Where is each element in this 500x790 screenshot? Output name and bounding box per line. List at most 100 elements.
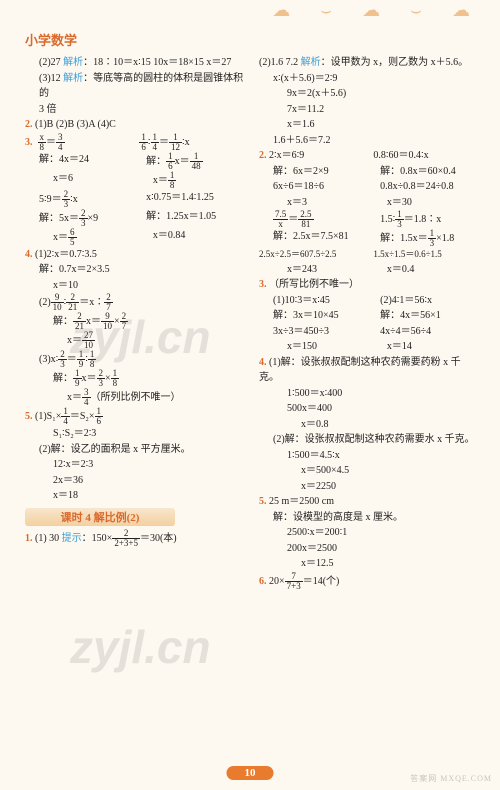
- fraction: 18: [111, 369, 120, 388]
- text: (1)解：设张叔叔配制这种农药需要药粉 x 千克。: [259, 357, 461, 384]
- text: 0.8∶60＝0.4∶x: [373, 148, 479, 164]
- text-line: 500x＝400: [287, 401, 479, 417]
- fraction: 34: [82, 388, 91, 407]
- text-line: x＝500×4.5: [301, 463, 479, 479]
- fraction: 910: [51, 293, 64, 312]
- text: x＝30: [387, 195, 479, 211]
- text: ＝: [288, 214, 298, 225]
- fraction: 18: [88, 350, 97, 369]
- text: x＝: [82, 373, 97, 384]
- text: 1.5x÷1.5＝0.6÷1.5: [373, 248, 479, 262]
- fraction: 65: [68, 228, 77, 247]
- text-line: 解：0.7x＝2×3.5: [39, 262, 245, 278]
- text-line: (2)1.6 7.2 解析：设甲数为 x，则乙数为 x＋5.6。: [259, 55, 479, 71]
- book-header: 小学数学: [25, 30, 480, 49]
- equation-row: 7.5x＝2.581 1.5∶13＝1.8∶x: [273, 210, 479, 229]
- text-line: (2)解：设乙的面积是 x 平方厘米。: [39, 442, 245, 458]
- equation-row: 解：2.5x＝7.5×81 解：1.5x＝13×1.8: [273, 229, 479, 248]
- text-line: (3)x∶23＝19∶18: [39, 350, 245, 369]
- text: ：设甲数为 x，则乙数为 x＋5.6。: [321, 57, 469, 68]
- text: (2)4∶1＝56∶x: [380, 293, 479, 309]
- text-line: x＝2710: [67, 331, 245, 350]
- text-line: 解：设模型的高度是 x 厘米。: [273, 510, 479, 526]
- fraction: 16: [166, 152, 175, 171]
- fraction: 2.581: [298, 210, 313, 229]
- text-line: 9x＝2(x＋5.6): [287, 86, 479, 102]
- text: ：18∶10＝x∶15 10x＝18×15 x＝27: [83, 57, 231, 68]
- text: x＝: [153, 174, 168, 185]
- equation-row: 解：5x＝23×9 解：1.25x＝1.05: [39, 209, 245, 228]
- fraction: 221: [66, 293, 79, 312]
- text-line: 解：221x＝910×27: [53, 312, 245, 331]
- text: (1)B (2)B (3)A (4)C: [35, 119, 116, 130]
- hint-label: 提示: [62, 532, 82, 543]
- text-line: (2)解：设张叔叔配制这种农药需要水 x 千克。: [273, 432, 479, 448]
- text: 4x÷4＝56÷4: [380, 324, 479, 340]
- text-line: (3)12 解析：等底等高的圆柱的体积是圆锥体积的: [39, 71, 245, 102]
- fraction: 23: [58, 350, 67, 369]
- text-line: 3. （所写比例不唯一）: [259, 277, 479, 293]
- text-line: 200x＝2500: [287, 541, 479, 557]
- analysis-label: 解析: [301, 57, 321, 68]
- text: 2.5x÷2.5＝607.5÷2.5: [259, 248, 365, 262]
- text-line: S₁∶S₂＝2∶3: [53, 426, 245, 442]
- text: (3)x∶: [39, 354, 58, 365]
- text: 0.8x÷0.8＝24÷0.8: [380, 179, 479, 195]
- text-line: 7x＝11.2: [287, 102, 479, 118]
- text: x＝: [67, 335, 82, 346]
- text: x＝150: [287, 339, 379, 355]
- text: 解：5x＝: [39, 212, 79, 223]
- text: x＝: [53, 231, 68, 242]
- item-number: 3.: [25, 136, 33, 147]
- equation-row: 解：6x＝2×9解：0.8x＝60×0.4: [273, 164, 479, 180]
- text-line: 1∶500＝4.5∶x: [287, 448, 479, 464]
- fraction: 112: [169, 133, 182, 152]
- fraction: 23: [97, 369, 106, 388]
- text-line: x＝18: [53, 488, 245, 504]
- equation-row: 2.5x÷2.5＝607.5÷2.5 1.5x÷1.5＝0.6÷1.5: [259, 248, 479, 262]
- text: ＝: [46, 136, 56, 147]
- text: 1.5∶: [380, 214, 395, 225]
- text: (1)2∶x＝0.7∶3.5: [35, 249, 97, 260]
- fraction: 148: [190, 152, 203, 171]
- fraction: 22+3+5: [112, 529, 140, 548]
- fraction: 23: [79, 209, 88, 228]
- text: x＝0.84: [153, 228, 245, 247]
- text: (2)1.6 7.2: [259, 57, 301, 68]
- text: 5∶9＝: [39, 193, 62, 204]
- text-line: 解：19x＝23×18: [53, 369, 245, 388]
- text: x＝3: [287, 195, 379, 211]
- equation-row: x＝65 x＝0.84: [53, 228, 245, 247]
- text-line: 4. (1)2∶x＝0.7∶3.5: [25, 247, 245, 263]
- text: ×9: [88, 212, 99, 223]
- text: ＝30(本): [140, 532, 177, 543]
- text: (2): [39, 297, 51, 308]
- watermark-2: zyjl.cn: [70, 620, 211, 674]
- item-number: 2.: [25, 119, 33, 130]
- page: ☁⌣☁⌣☁ 小学数学 zyjl.cn zyjl.cn (2)27 解析：18∶1…: [0, 0, 500, 790]
- text-line: 1∶500＝x∶400: [287, 386, 479, 402]
- equation-row: 5∶9＝23∶x x∶0.75＝1.4∶1.25: [39, 190, 245, 209]
- text: (1)10∶3＝x∶45: [273, 293, 372, 309]
- text-line: 6. 20×77+3＝14(个): [259, 572, 479, 591]
- item-number: 4.: [259, 357, 267, 368]
- text: ＝1.8∶x: [404, 214, 442, 225]
- fraction: 18: [168, 171, 177, 190]
- text: 解：4x＝56×1: [380, 308, 479, 324]
- equation-row: x＝150 x＝14: [287, 339, 479, 355]
- text: x＝14: [387, 339, 479, 355]
- equation-row: x＝243x＝0.4: [287, 262, 479, 278]
- fraction: 14: [151, 133, 160, 152]
- item-number: 3.: [259, 279, 267, 290]
- text-line: 1. (1) 30 提示：150×22+3+5＝30(本): [25, 529, 245, 548]
- text: x∶0.75＝1.4∶1.25: [146, 190, 245, 209]
- text-line: x＝1.6: [287, 117, 479, 133]
- text: ＝: [67, 354, 77, 365]
- text: 解：1.25x＝1.05: [146, 209, 245, 228]
- text-line: 1.6＋5.6＝7.2: [273, 133, 479, 149]
- text: 解：: [146, 155, 166, 166]
- text: ＝: [159, 136, 169, 147]
- text: ∶x: [182, 136, 190, 147]
- text: 解：1.5x＝: [380, 233, 428, 244]
- fraction: 14: [61, 407, 70, 426]
